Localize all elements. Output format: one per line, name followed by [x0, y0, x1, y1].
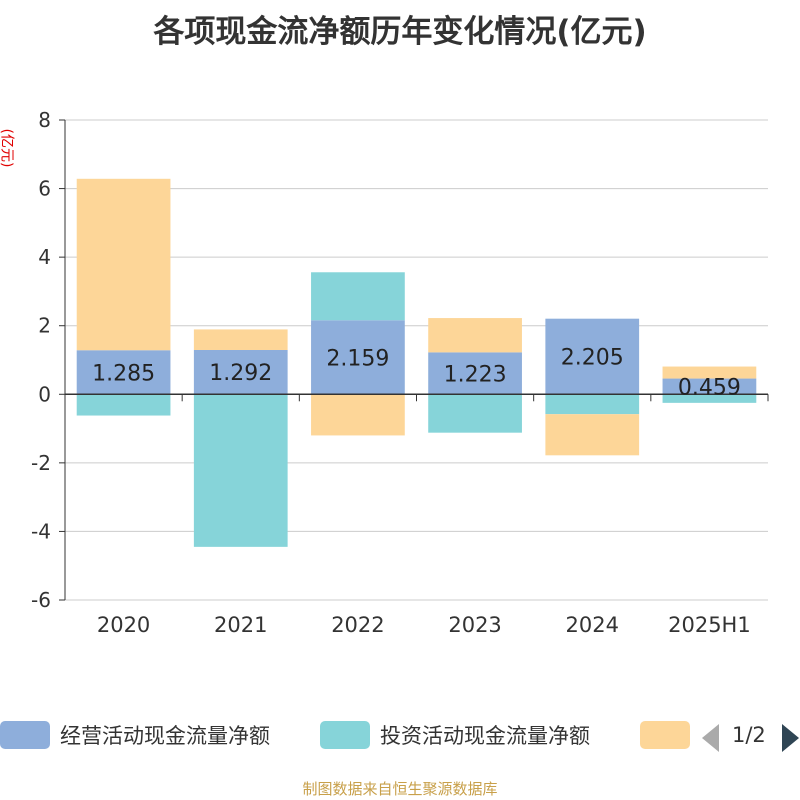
legend-swatch-operating — [0, 721, 50, 749]
data-label: 2.205 — [561, 345, 624, 370]
y-tick-label: 4 — [38, 245, 51, 269]
y-tick-label: -2 — [31, 451, 51, 475]
bar-series-2 — [76, 178, 171, 351]
y-tick-label: 8 — [38, 108, 51, 132]
x-tick-label: 2020 — [97, 613, 150, 637]
legend-prev-arrow-icon[interactable] — [702, 724, 719, 752]
data-label: 0.459 — [678, 375, 741, 400]
bar-series-0 — [545, 318, 640, 395]
legend-label-operating: 经营活动现金流量净额 — [60, 724, 270, 748]
bar-series-1 — [662, 394, 757, 403]
legend-page-indicator: 1/2 — [732, 723, 766, 747]
legend-swatch-third — [640, 721, 690, 749]
legend-next-arrow-icon[interactable] — [782, 724, 799, 752]
x-tick-label: 2021 — [214, 613, 267, 637]
y-tick-label: -4 — [31, 519, 51, 543]
bar-series-1 — [428, 394, 522, 433]
bar-series-0 — [311, 320, 405, 395]
bar-series-1 — [193, 394, 288, 547]
x-tick-label: 2022 — [331, 613, 384, 637]
bar-series-2 — [545, 414, 640, 456]
bar-series-2 — [662, 366, 757, 379]
legend-swatch-investing — [320, 721, 370, 749]
chart-title: 各项现金流净额历年变化情况(亿元) — [153, 14, 647, 50]
y-tick-label: 6 — [38, 177, 51, 201]
source-footer: 制图数据来自恒生聚源数据库 — [302, 780, 498, 798]
legend-label-investing: 投资活动现金流量净额 — [380, 724, 590, 748]
bar-series-1 — [76, 394, 171, 416]
bar-chart: -6 -4 -2 0 2 4 6 8 2020 2021 2022 2023 2024 2025H1 1.2… — [31, 108, 769, 637]
y-tick-label: 0 — [38, 382, 51, 406]
bar-series-0 — [193, 349, 288, 395]
y-tick-label: 2 — [38, 314, 51, 338]
data-label: 1.292 — [209, 361, 272, 386]
bar-series-2 — [193, 329, 288, 350]
y-tick-label: -6 — [31, 588, 51, 612]
bar-series-0 — [428, 352, 522, 395]
legend-pager: 1/2 — [700, 720, 800, 752]
data-label: 1.223 — [444, 362, 507, 387]
bar-series-2 — [428, 318, 522, 353]
bar-series-2 — [311, 394, 405, 436]
bar-series-1 — [545, 394, 640, 415]
x-tick-label: 2025H1 — [668, 613, 751, 637]
bar-series-1 — [311, 272, 405, 321]
x-tick-label: 2024 — [566, 613, 619, 637]
data-label: 1.285 — [92, 361, 155, 386]
legend: 经营活动现金流量净额 投资活动现金流量净额 1/2 — [0, 714, 800, 754]
bar-series-0 — [662, 378, 757, 395]
data-label: 2.159 — [326, 346, 389, 371]
x-tick-label: 2023 — [448, 613, 501, 637]
bar-series-0 — [76, 350, 171, 395]
